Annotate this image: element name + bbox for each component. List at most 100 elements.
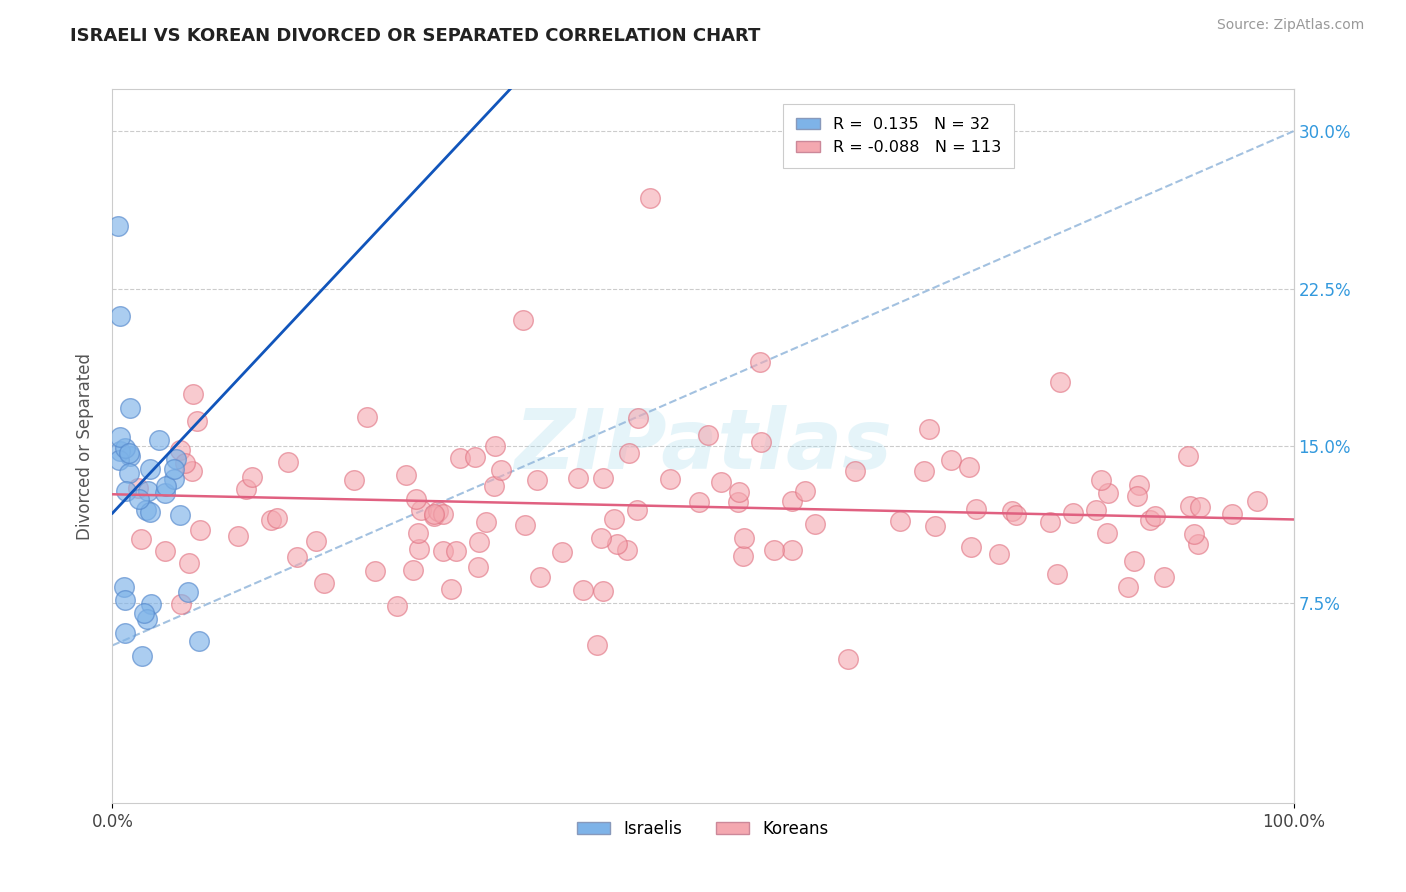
Point [550, 544, 572, 558]
Point [837, 652, 859, 666]
Text: Source: ZipAtlas.com: Source: ZipAtlas.com [1216, 18, 1364, 32]
Point [467, 559, 489, 574]
Point [592, 584, 614, 599]
Point [112, 580, 135, 594]
Point [626, 503, 648, 517]
Point [489, 463, 512, 477]
Point [844, 464, 866, 478]
Point [1182, 527, 1205, 541]
Point [395, 467, 418, 482]
Point [170, 597, 193, 611]
Point [592, 471, 614, 485]
Point [165, 452, 187, 467]
Point [432, 543, 454, 558]
Point [132, 607, 155, 621]
Point [153, 544, 176, 558]
Point [405, 491, 427, 506]
Point [155, 479, 177, 493]
Point [638, 191, 661, 205]
Point [627, 411, 650, 425]
Point [688, 495, 710, 509]
Point [512, 313, 534, 327]
Point [440, 582, 463, 596]
Point [526, 474, 548, 488]
Point [912, 464, 935, 478]
Point [794, 484, 817, 499]
Point [177, 584, 200, 599]
Point [131, 648, 153, 663]
Point [163, 472, 186, 486]
Point [1085, 502, 1108, 516]
Point [108, 443, 131, 458]
Point [411, 503, 433, 517]
Point [148, 433, 170, 447]
Point [1246, 493, 1268, 508]
Point [127, 482, 149, 496]
Point [118, 466, 141, 480]
Point [727, 495, 749, 509]
Point [1177, 450, 1199, 464]
Point [464, 450, 486, 464]
Point [169, 442, 191, 457]
Point [697, 428, 720, 442]
Point [135, 503, 157, 517]
Point [763, 542, 786, 557]
Point [408, 542, 430, 557]
Point [484, 439, 506, 453]
Point [402, 563, 425, 577]
Point [449, 450, 471, 465]
Point [406, 525, 429, 540]
Point [135, 612, 157, 626]
Point [129, 533, 152, 547]
Point [181, 386, 204, 401]
Point [606, 537, 628, 551]
Point [918, 422, 941, 436]
Point [731, 549, 754, 564]
Point [343, 473, 366, 487]
Point [260, 513, 283, 527]
Point [603, 512, 626, 526]
Point [733, 531, 755, 545]
Point [432, 508, 454, 522]
Point [513, 518, 536, 533]
Point [1090, 473, 1112, 487]
Point [749, 435, 772, 450]
Point [941, 452, 963, 467]
Point [312, 575, 335, 590]
Text: ZIPatlas: ZIPatlas [515, 406, 891, 486]
Point [960, 541, 983, 555]
Point [529, 570, 551, 584]
Point [467, 535, 489, 549]
Point [139, 505, 162, 519]
Point [114, 593, 136, 607]
Point [423, 507, 446, 521]
Point [727, 485, 749, 500]
Point [181, 464, 204, 478]
Point [1144, 509, 1167, 524]
Point [1062, 506, 1084, 520]
Point [1123, 554, 1146, 568]
Point [1097, 486, 1119, 500]
Point [114, 626, 136, 640]
Point [444, 543, 467, 558]
Point [1139, 513, 1161, 527]
Point [589, 532, 612, 546]
Point [120, 449, 142, 463]
Point [482, 479, 505, 493]
Point [226, 529, 249, 543]
Point [187, 633, 209, 648]
Point [285, 550, 308, 565]
Point [139, 597, 162, 611]
Point [356, 410, 378, 425]
Point [128, 492, 150, 507]
Point [423, 508, 446, 523]
Point [1189, 500, 1212, 514]
Point [115, 484, 138, 499]
Point [567, 471, 589, 485]
Point [108, 452, 131, 467]
Point [1005, 508, 1028, 523]
Point [120, 401, 142, 416]
Point [240, 469, 263, 483]
Point [585, 639, 607, 653]
Point [114, 442, 136, 456]
